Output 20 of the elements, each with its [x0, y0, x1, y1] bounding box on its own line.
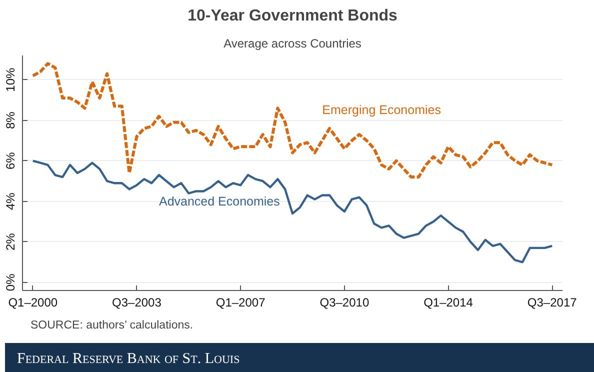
- x-tick-label: Q1–2014: [424, 296, 474, 310]
- source-note: SOURCE: authors’ calculations.: [30, 320, 194, 332]
- y-tick-label: 10%: [4, 67, 18, 92]
- y-tick-label: 2%: [4, 232, 18, 251]
- chart-title: 10-Year Government Bonds: [188, 8, 398, 24]
- series-label: Advanced Economies: [158, 194, 280, 208]
- series-label: Emerging Economies: [322, 103, 441, 118]
- x-tick-label: Q3–2017: [527, 296, 578, 310]
- line-series: [31, 62, 554, 179]
- line-series: [32, 160, 554, 264]
- x-tick-label: Q1–2000: [8, 296, 58, 310]
- y-tick-label: 4%: [4, 192, 18, 210]
- x-tick-label: Q3–2010: [320, 296, 370, 310]
- y-tick-label: 6%: [4, 152, 18, 170]
- x-tick-label: Q3–2003: [112, 296, 162, 310]
- chart-subtitle: Average across Countries: [224, 36, 362, 50]
- y-tick-label: 0%: [4, 273, 18, 292]
- text: Federal Reserve Bank of St. Louis: [17, 350, 240, 369]
- y-tick-label: 8%: [4, 111, 18, 129]
- x-tick-label: Q1–2007: [216, 296, 266, 310]
